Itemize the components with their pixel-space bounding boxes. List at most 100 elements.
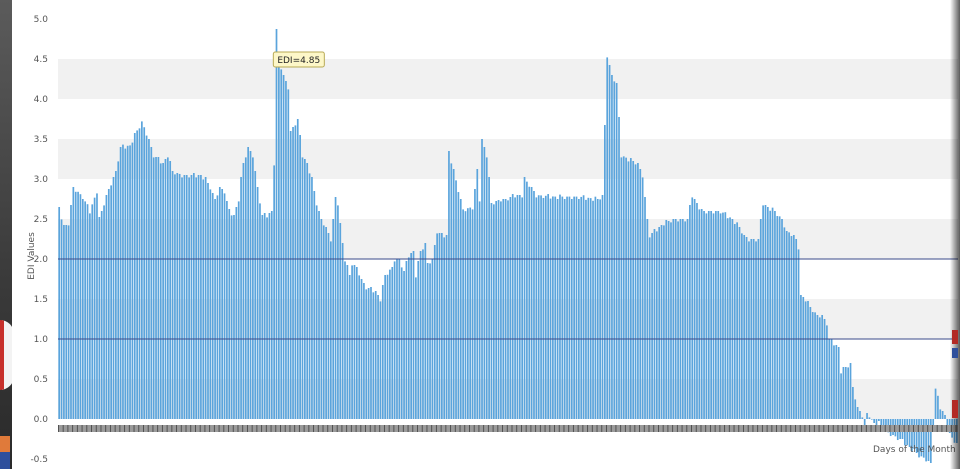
edi-bar[interactable]	[79, 194, 82, 419]
edi-bar[interactable]	[731, 219, 734, 419]
edi-bar[interactable]	[816, 315, 819, 419]
edi-bar[interactable]	[757, 239, 760, 419]
edi-bar[interactable]	[162, 163, 164, 419]
edi-bar[interactable]	[504, 199, 507, 419]
edi-bar[interactable]	[299, 135, 301, 419]
edi-bar[interactable]	[842, 367, 845, 419]
edi-bar[interactable]	[573, 196, 575, 419]
edi-bar[interactable]	[103, 205, 105, 419]
edi-bar[interactable]	[615, 83, 618, 419]
edi-bar[interactable]	[743, 235, 746, 419]
edi-bar[interactable]	[365, 289, 368, 419]
edi-bar[interactable]	[774, 211, 776, 419]
edi-bar[interactable]	[710, 211, 712, 419]
edi-bar[interactable]	[261, 215, 264, 419]
edi-bar[interactable]	[833, 345, 835, 419]
edi-bar[interactable]	[263, 213, 266, 419]
edi-bar[interactable]	[58, 207, 61, 419]
edi-bar[interactable]	[863, 419, 866, 427]
edi-bar[interactable]	[613, 81, 616, 420]
edi-bar[interactable]	[169, 161, 172, 419]
edi-bar[interactable]	[93, 197, 96, 419]
edi-bar[interactable]	[932, 419, 935, 429]
edi-bar[interactable]	[325, 227, 327, 419]
edi-bar[interactable]	[259, 203, 261, 419]
edi-bar[interactable]	[516, 195, 519, 419]
edi-bar[interactable]	[110, 185, 112, 419]
edi-bar[interactable]	[436, 233, 438, 419]
edi-bar[interactable]	[856, 407, 859, 419]
edi-bar[interactable]	[540, 195, 542, 419]
edi-bar[interactable]	[741, 233, 743, 419]
edi-bar[interactable]	[677, 221, 679, 419]
edi-bar[interactable]	[729, 217, 731, 419]
edi-bar[interactable]	[934, 388, 937, 419]
edi-bar[interactable]	[363, 283, 365, 419]
edi-bar[interactable]	[204, 177, 207, 419]
edi-bar[interactable]	[117, 161, 120, 419]
edi-bar[interactable]	[273, 165, 275, 419]
edi-bar[interactable]	[214, 199, 216, 419]
edi-bar[interactable]	[762, 205, 764, 419]
edi-bar[interactable]	[804, 301, 807, 419]
edi-bar[interactable]	[537, 195, 540, 419]
edi-bar[interactable]	[119, 147, 122, 419]
edi-bar[interactable]	[514, 197, 516, 419]
edi-bar[interactable]	[374, 291, 377, 419]
edi-bar[interactable]	[634, 164, 637, 419]
edi-bar[interactable]	[226, 201, 228, 419]
edi-bar[interactable]	[658, 227, 661, 419]
edi-bar[interactable]	[407, 257, 410, 419]
edi-bar[interactable]	[946, 419, 949, 428]
edi-bar[interactable]	[878, 419, 880, 421]
edi-bar[interactable]	[469, 207, 472, 419]
edi-bar[interactable]	[755, 241, 757, 419]
edi-bar[interactable]	[625, 157, 627, 419]
edi-bar[interactable]	[296, 119, 299, 419]
edi-bar[interactable]	[509, 197, 512, 419]
edi-bar[interactable]	[792, 235, 795, 419]
edi-bar[interactable]	[105, 195, 108, 419]
edi-bar[interactable]	[370, 287, 372, 419]
edi-bar[interactable]	[202, 179, 205, 419]
edi-bar[interactable]	[549, 198, 552, 419]
edi-bar[interactable]	[835, 345, 838, 419]
edi-bar[interactable]	[788, 232, 790, 419]
edi-bar[interactable]	[235, 207, 238, 419]
edi-bar[interactable]	[655, 231, 658, 419]
edi-bar[interactable]	[65, 225, 68, 419]
edi-bar[interactable]	[304, 159, 306, 419]
edi-bar[interactable]	[311, 177, 313, 419]
edi-bar[interactable]	[922, 419, 925, 458]
edi-bar[interactable]	[341, 243, 344, 419]
edi-bar[interactable]	[448, 151, 450, 419]
edi-bar[interactable]	[620, 157, 623, 419]
edi-bar[interactable]	[358, 275, 361, 419]
edi-bar[interactable]	[207, 183, 209, 419]
edi-bar[interactable]	[882, 419, 885, 431]
edi-bar[interactable]	[604, 125, 606, 419]
edi-bar[interactable]	[393, 261, 396, 419]
edi-bar[interactable]	[674, 219, 677, 419]
edi-bar[interactable]	[764, 205, 767, 419]
edi-bar[interactable]	[433, 245, 436, 419]
edi-bar[interactable]	[840, 373, 842, 419]
edi-bar[interactable]	[852, 387, 854, 419]
edi-bar[interactable]	[670, 222, 672, 419]
edi-bar[interactable]	[490, 203, 493, 419]
edi-bar[interactable]	[157, 157, 160, 419]
edi-bar[interactable]	[717, 211, 720, 419]
edi-bar[interactable]	[606, 57, 609, 420]
edi-bar[interactable]	[715, 211, 717, 419]
edi-bar[interactable]	[866, 413, 868, 419]
edi-bar[interactable]	[811, 312, 814, 419]
edi-bar[interactable]	[403, 271, 405, 419]
edi-bar[interactable]	[452, 169, 455, 419]
edi-bar[interactable]	[372, 292, 375, 419]
edi-bar[interactable]	[176, 173, 179, 419]
edi-bar[interactable]	[785, 231, 788, 419]
edi-bar[interactable]	[828, 339, 831, 419]
edi-bar[interactable]	[766, 207, 769, 419]
edi-bar[interactable]	[287, 89, 290, 420]
edi-bar[interactable]	[908, 419, 911, 447]
